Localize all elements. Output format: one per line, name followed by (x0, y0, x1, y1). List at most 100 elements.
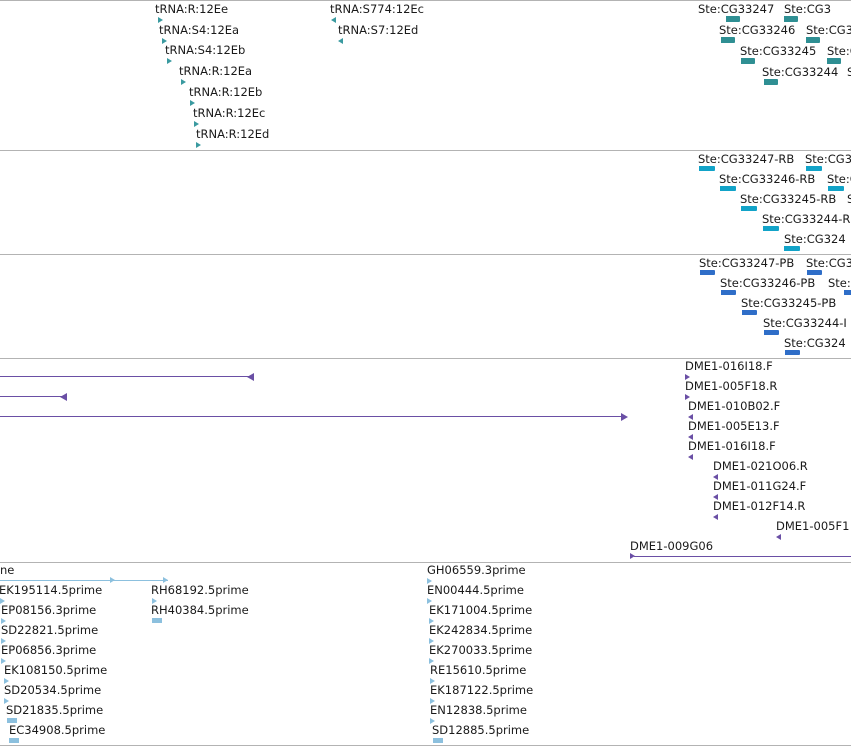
feature-label: DME1-005F1 (776, 519, 850, 533)
clone-end-icon (247, 373, 254, 381)
est-end-icon (163, 577, 168, 583)
plus-strand-icon (190, 100, 195, 106)
transcript-glyph (784, 246, 800, 251)
track-divider (0, 358, 851, 359)
feature-label: tRNA:R:12Ec (193, 106, 266, 120)
feature-label: DME1-005F18.R (685, 379, 778, 393)
clone-span-line[interactable] (634, 556, 851, 557)
protein-glyph (742, 310, 757, 315)
gene-glyph (741, 58, 755, 64)
feature-label: tRNA:S4:12Ea (159, 23, 240, 37)
transcript-track: Ste:CG33247-RB Ste:CG3 Ste:CG33246-RB St… (0, 151, 851, 254)
feature-label: RH68192.5prime (151, 583, 249, 597)
feature-label: Ste:CG3 (784, 2, 832, 16)
feature-label: S (847, 65, 851, 79)
est-glyph (433, 738, 443, 743)
plus-strand-icon (1, 658, 6, 664)
plus-strand-icon (427, 598, 432, 604)
minus-strand-icon (688, 434, 693, 440)
feature-label: Ste:CG33246 (719, 23, 796, 37)
protein-glyph (700, 270, 715, 275)
minus-strand-icon (331, 17, 336, 23)
feature-label: SD21835.5prime (6, 703, 104, 717)
plus-strand-icon (429, 638, 434, 644)
track-divider (0, 562, 851, 563)
plus-strand-icon (430, 678, 435, 684)
protein-glyph (844, 290, 851, 295)
est-end-icon (110, 577, 115, 583)
protein-glyph (785, 350, 800, 355)
feature-label: EK171004.5prime (429, 603, 533, 617)
plus-strand-icon (1, 618, 6, 624)
plus-strand-icon (430, 718, 435, 724)
clone-span-line[interactable] (0, 396, 62, 397)
track-divider (0, 150, 851, 151)
clone-track: DME1-016I18.F DME1-005F18.R DME1-010B02.… (0, 359, 851, 562)
feature-label: Ste:CG33245-PB (741, 296, 837, 310)
feature-label: tRNA:R:12Ed (196, 127, 270, 141)
transcript-glyph (828, 186, 844, 191)
clone-end-icon (60, 393, 67, 401)
feature-label: Ste:CG3 (806, 23, 851, 37)
feature-label: tRNA:R:12Ea (179, 64, 253, 78)
feature-label: Ste: (828, 276, 851, 290)
feature-label: SD22821.5prime (1, 623, 99, 637)
feature-label: EK270033.5prime (429, 643, 533, 657)
feature-label: EK242834.5prime (429, 623, 533, 637)
protein-glyph (807, 270, 822, 275)
est-span-line[interactable] (0, 580, 168, 581)
feature-label: Ste:CG324 (784, 336, 846, 350)
plus-strand-icon (158, 17, 163, 23)
feature-label: EP06856.3prime (1, 643, 97, 657)
plus-strand-icon (167, 58, 172, 64)
minus-strand-icon (776, 534, 781, 540)
transcript-glyph (720, 186, 736, 191)
feature-label: EC34908.5prime (9, 723, 106, 737)
gene-glyph (827, 58, 841, 64)
feature-label: Ste:CG324 (784, 232, 846, 246)
feature-label: DME1-016I18.F (688, 439, 776, 453)
feature-label: EK108150.5prime (4, 663, 108, 677)
feature-label: EP08156.3prime (1, 603, 97, 617)
protein-glyph (764, 330, 779, 335)
plus-strand-icon (4, 698, 9, 704)
plus-strand-icon (162, 38, 167, 44)
minus-strand-icon (338, 38, 343, 44)
plus-strand-icon (194, 121, 199, 127)
feature-label: EK187122.5prime (430, 683, 534, 697)
feature-label: tRNA:S7:12Ed (338, 23, 419, 37)
feature-label: EN12838.5prime (430, 703, 527, 717)
gene-glyph (726, 16, 740, 22)
clone-span-line[interactable] (0, 376, 250, 377)
feature-label: Ste:CG33244 (762, 65, 839, 79)
gene-glyph (764, 79, 778, 85)
feature-label: GH06559.3prime (427, 563, 526, 577)
feature-label: Ste:CG33246-PB (720, 276, 816, 290)
clone-span-line[interactable] (0, 416, 622, 417)
feature-label: DME1-016I18.F (685, 359, 773, 373)
plus-strand-icon (1, 638, 6, 644)
feature-label: ne (0, 563, 15, 577)
feature-label: DME1-011G24.F (713, 479, 807, 493)
plus-strand-icon (685, 394, 690, 400)
feature-label: Ste:C (827, 44, 851, 58)
feature-label: RH40384.5prime (151, 603, 249, 617)
est-glyph (152, 618, 162, 623)
feature-label: tRNA:R:12Eb (189, 85, 263, 99)
track-divider (0, 0, 851, 1)
plus-strand-icon (196, 142, 201, 148)
plus-strand-icon (152, 598, 157, 604)
protein-track: Ste:CG33247-PB Ste:CG3 Ste:CG33246-PB St… (0, 255, 851, 358)
feature-label: DME1-021O06.R (713, 459, 808, 473)
minus-strand-icon (688, 454, 693, 460)
gene-glyph (721, 37, 735, 43)
plus-strand-icon (4, 678, 9, 684)
feature-label: Ste:C (827, 172, 851, 186)
feature-label: DME1-009G06 (630, 539, 714, 553)
gene-glyph (806, 37, 820, 43)
feature-label: tRNA:S774:12Ec (330, 2, 424, 16)
track-divider (0, 254, 851, 255)
feature-label: tRNA:R:12Ee (155, 2, 229, 16)
plus-strand-icon (430, 698, 435, 704)
plus-strand-icon (429, 618, 434, 624)
